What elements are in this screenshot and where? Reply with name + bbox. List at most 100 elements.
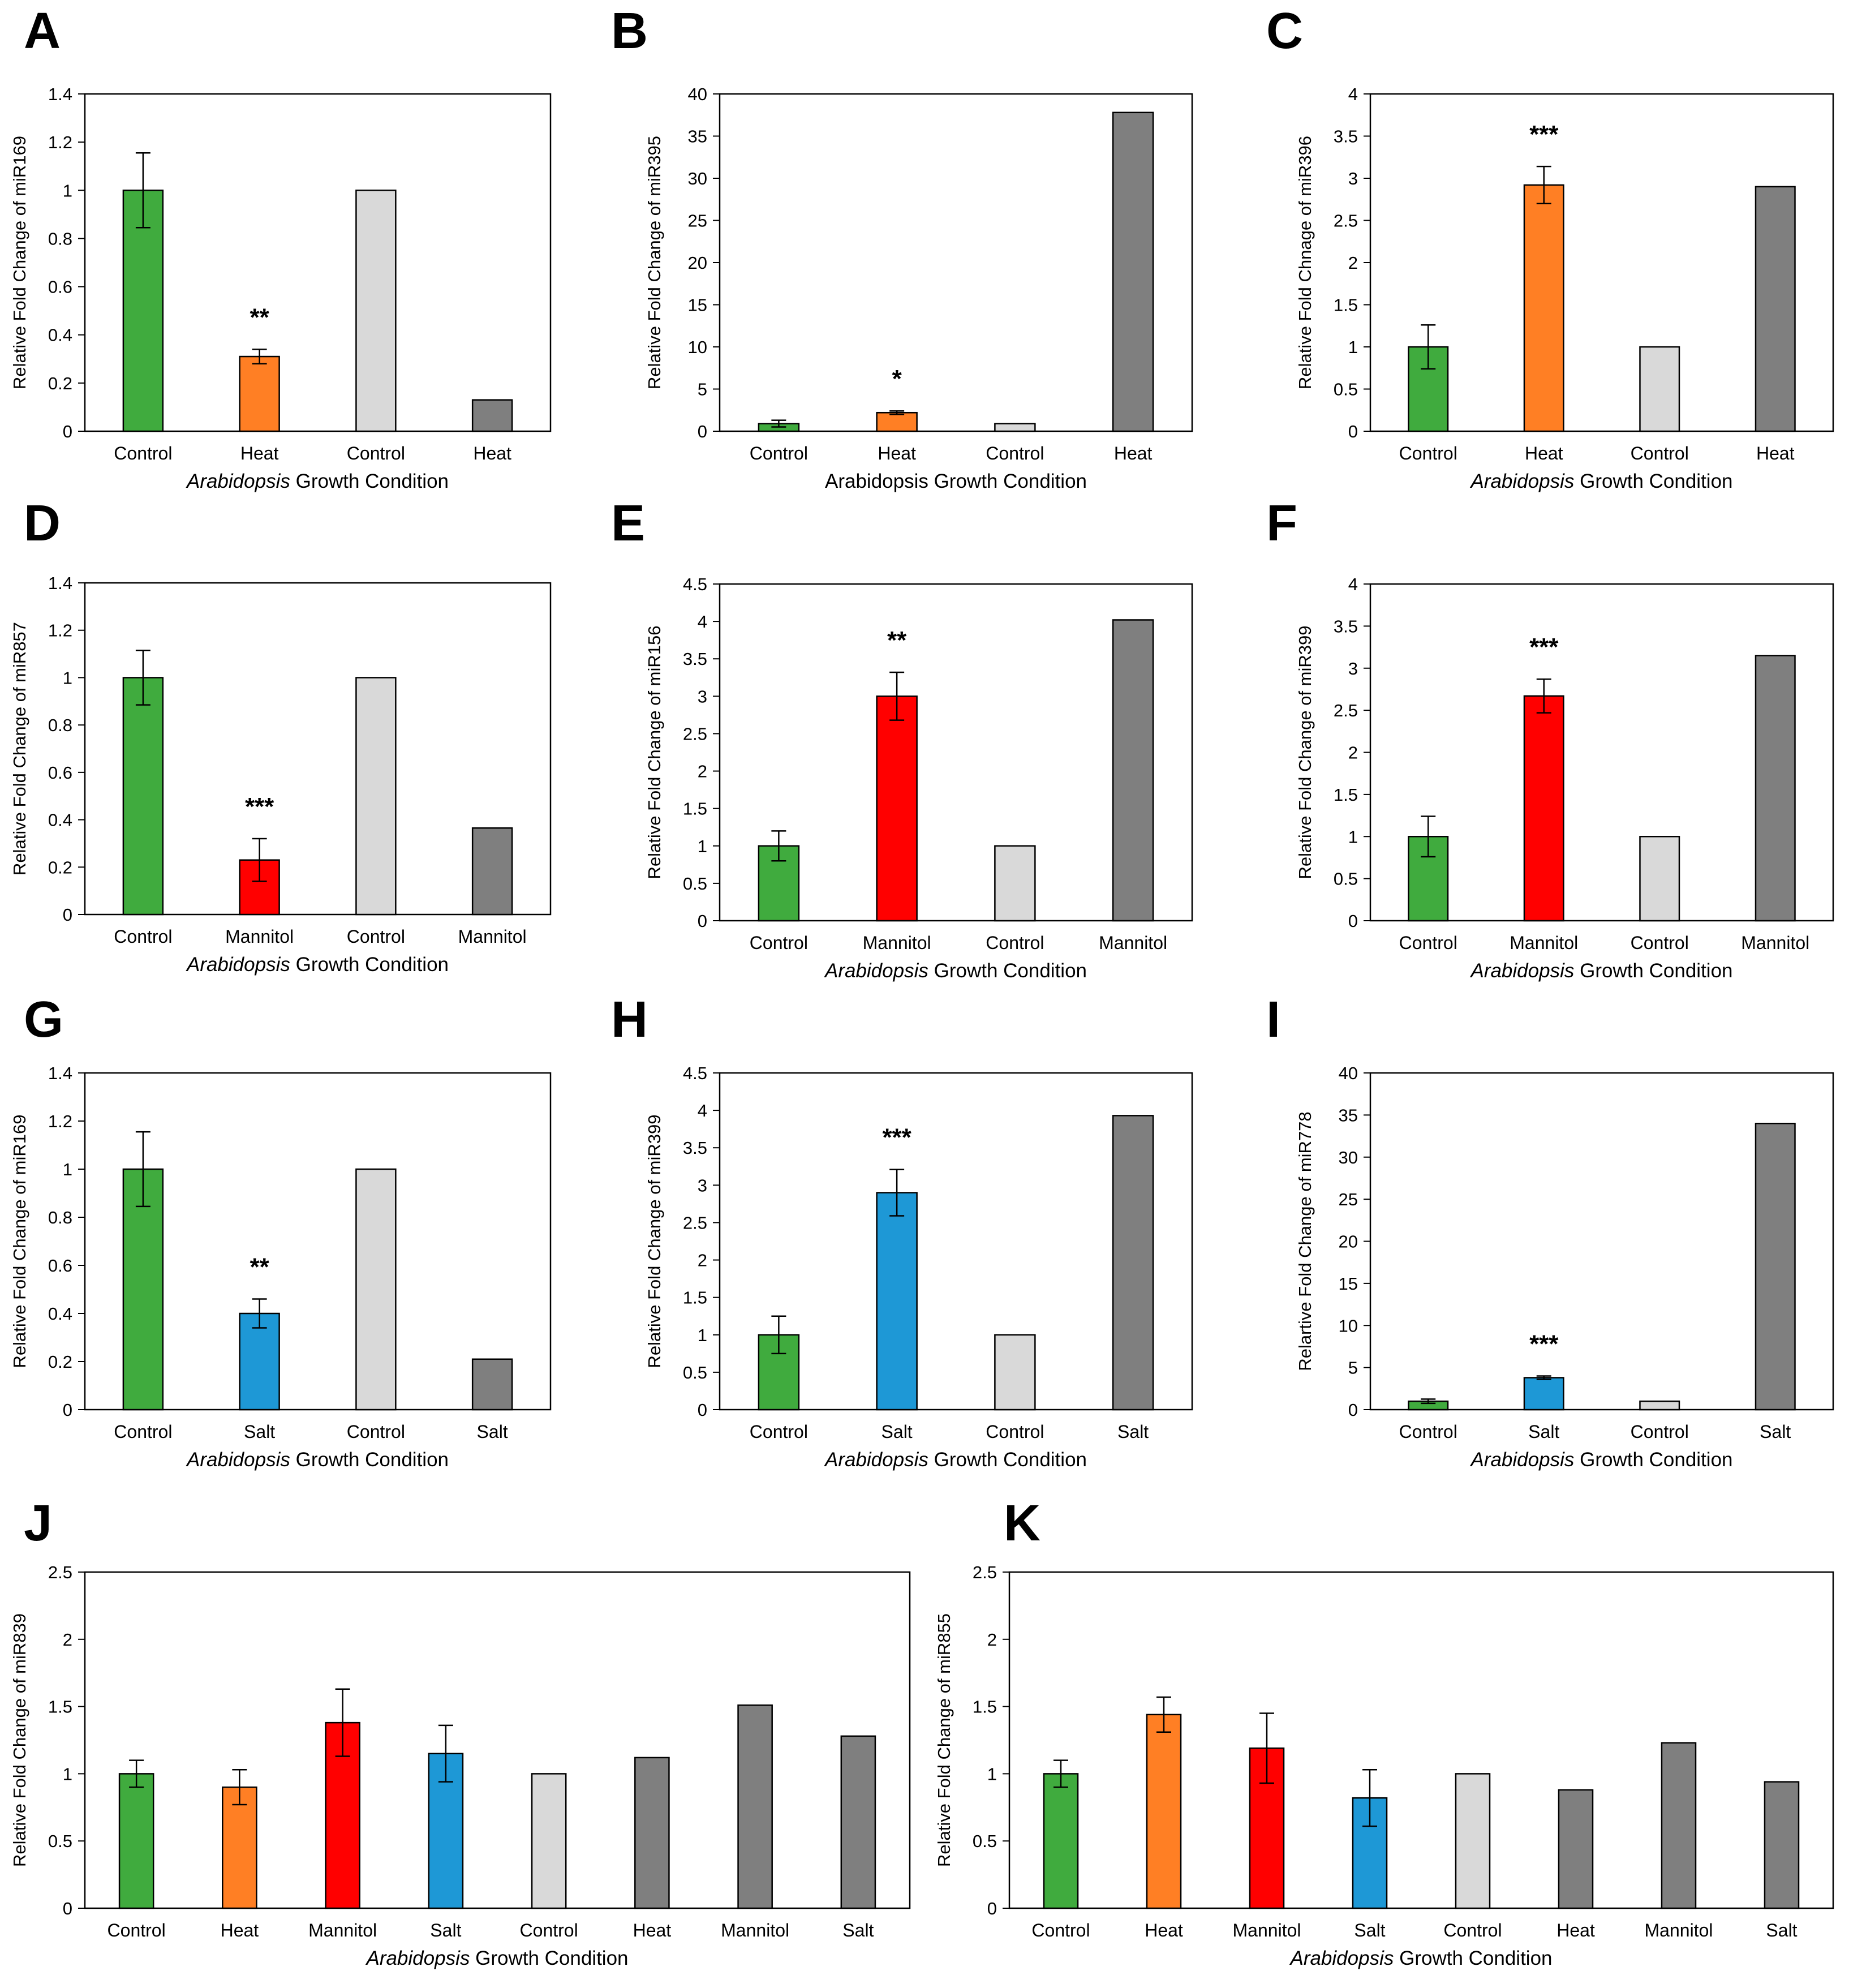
panel-letter: G xyxy=(24,991,63,1048)
bar xyxy=(471,827,513,916)
x-axis-title-italic: Arabidopsis xyxy=(1469,470,1574,492)
x-tick-label: Control xyxy=(1631,443,1689,463)
y-tick-label: 0.5 xyxy=(683,874,707,894)
bar xyxy=(239,355,280,432)
y-tick-label: 1 xyxy=(1348,337,1358,357)
panel-letter: C xyxy=(1266,3,1303,59)
y-tick-label: 0 xyxy=(1348,422,1358,441)
bar xyxy=(1523,1377,1564,1411)
y-tick-label: 2 xyxy=(63,1630,72,1650)
x-axis-title-space xyxy=(1394,1947,1399,1969)
y-tick-label: 25 xyxy=(1339,1190,1358,1209)
y-axis-title: Relative Fold Change of miR169 xyxy=(10,136,29,389)
x-tick-label: Control xyxy=(986,933,1044,953)
significance-marker: *** xyxy=(1529,1330,1559,1358)
x-tick-label: Heat xyxy=(1756,443,1795,463)
y-tick-label: 0 xyxy=(698,422,707,441)
y-tick-label: 1.5 xyxy=(683,1288,707,1308)
panel-G: G 0 0.2 0.4 0.6 0.8 1 1.2 1.4 Relative Fold Chang… xyxy=(10,991,552,1471)
x-tick-label: Control xyxy=(347,1422,405,1442)
y-tick-label: 0.5 xyxy=(1334,869,1358,889)
y-tick-label: 40 xyxy=(688,84,707,104)
y-tick-label: 0.5 xyxy=(973,1831,997,1851)
y-tick-label: 0 xyxy=(63,1899,72,1918)
y-tick-label: 0 xyxy=(63,422,72,441)
y-tick-label: 1.2 xyxy=(48,621,72,641)
panel-letter: K xyxy=(1004,1495,1040,1552)
x-axis-title-italic: Arabidopsis xyxy=(186,954,290,976)
bar xyxy=(1523,695,1564,922)
y-tick-label: 0.8 xyxy=(48,715,72,735)
y-tick-label: 4.5 xyxy=(683,574,707,594)
x-axis-title-italic: Arabidopsis xyxy=(1469,1449,1574,1471)
x-axis-title-italic: Arabidopsis xyxy=(1289,1947,1394,1969)
y-tick-label: 0.5 xyxy=(683,1363,707,1382)
y-tick-label: 3 xyxy=(698,686,707,706)
plot-frame xyxy=(1008,1571,1834,1909)
y-tick-label: 0 xyxy=(63,905,72,925)
x-axis-title-space xyxy=(1574,960,1580,982)
y-tick-label: 1.2 xyxy=(48,1111,72,1131)
x-tick-label: Control xyxy=(750,1422,808,1442)
x-tick-label: Control xyxy=(520,1920,578,1940)
x-axis-title-space xyxy=(1574,1449,1580,1471)
y-tick-label: 2.5 xyxy=(973,1562,997,1582)
y-tick-label: 2.5 xyxy=(683,1213,707,1233)
x-tick-label: Mannitol xyxy=(1233,1920,1301,1940)
x-tick-label: Salt xyxy=(1354,1920,1385,1940)
y-tick-label: 3.5 xyxy=(1334,127,1358,147)
x-axis-title-italic: Arabidopsis xyxy=(824,1449,928,1471)
bar xyxy=(840,1735,876,1909)
x-tick-label: Mannitol xyxy=(1510,933,1578,953)
y-tick-label: 1 xyxy=(1348,827,1358,847)
x-tick-label: Control xyxy=(1399,443,1457,463)
y-tick-label: 1.2 xyxy=(48,132,72,152)
bar xyxy=(1455,1773,1491,1909)
bar xyxy=(118,1773,154,1909)
y-axis-title: Relative Fold Change of miR395 xyxy=(644,136,664,389)
y-tick-label: 0.6 xyxy=(48,1256,72,1276)
bar xyxy=(994,423,1036,432)
x-axis-title: Arabidopsis Growth Condition xyxy=(1469,960,1732,982)
y-tick-label: 2 xyxy=(698,762,707,782)
y-tick-label: 20 xyxy=(688,253,707,273)
x-tick-label: Heat xyxy=(878,443,916,463)
x-tick-label: Salt xyxy=(477,1422,508,1442)
y-tick-label: 0.4 xyxy=(48,810,72,830)
x-axis-title-rest: Growth Condition xyxy=(1580,470,1732,492)
y-tick-label: 3 xyxy=(698,1175,707,1195)
x-tick-label: Control xyxy=(1631,1422,1689,1442)
bar xyxy=(355,1168,397,1411)
x-axis-title-space xyxy=(928,1449,934,1471)
y-tick-label: 3 xyxy=(1348,169,1358,188)
y-tick-label: 4 xyxy=(1348,84,1358,104)
panel-letter: E xyxy=(611,495,645,552)
y-tick-label: 1 xyxy=(987,1764,997,1784)
x-axis-title-italic: Arabidopsis xyxy=(186,1449,290,1471)
x-axis-title-italic: Arabidopsis xyxy=(365,1947,470,1969)
panel-K: K 0 0.5 1 1.5 2 2.5 Relative Fold Change of miR… xyxy=(934,1495,1834,1969)
y-tick-label: 1.5 xyxy=(973,1697,997,1717)
x-tick-label: Control xyxy=(114,443,172,463)
bar xyxy=(1755,186,1796,432)
bar xyxy=(1043,1773,1079,1909)
x-axis-title-space xyxy=(290,1449,296,1471)
panel-letter: A xyxy=(24,3,61,59)
x-tick-label: Heat xyxy=(1114,443,1153,463)
panel-letter: B xyxy=(611,3,648,59)
x-tick-label: Heat xyxy=(1525,443,1563,463)
plot-frame xyxy=(84,1072,552,1411)
x-tick-label: Heat xyxy=(240,443,279,463)
panel-C: C 0 0.5 1 1.5 2 2.5 3 3.5 4 Relative Fold Chnage o… xyxy=(1266,3,1834,492)
significance-marker: *** xyxy=(882,1124,911,1152)
x-axis-title-space xyxy=(470,1947,475,1969)
x-tick-label: Mannitol xyxy=(1741,933,1809,953)
y-axis-title: Relartive Fold Change of miR778 xyxy=(1295,1111,1315,1371)
x-tick-label: Heat xyxy=(1145,1920,1183,1940)
x-axis-title-rest: Growth Condition xyxy=(934,960,1087,982)
y-tick-label: 1.4 xyxy=(48,84,72,104)
panel-E: E 0 0.5 1 1.5 2 2.5 3 3.5 4 4.5 Relative Fold Chang… xyxy=(611,495,1193,982)
panel-F: F 0 0.5 1 1.5 2 2.5 3 3.5 4 Relative Fold Change o… xyxy=(1266,495,1834,982)
x-tick-label: Heat xyxy=(633,1920,672,1940)
bar xyxy=(1639,1400,1680,1411)
